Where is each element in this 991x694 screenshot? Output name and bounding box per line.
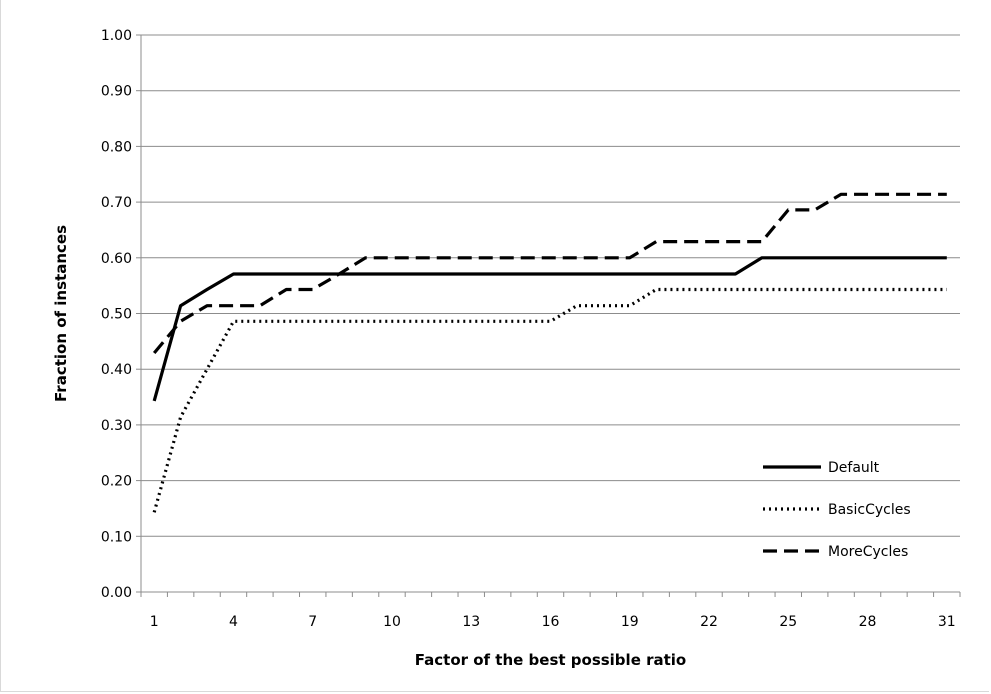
y-tick-label: 0.00 <box>101 585 132 601</box>
series-line-default <box>152 256 947 402</box>
y-tick-label: 0.40 <box>101 362 132 378</box>
x-tick-label: 10 <box>383 614 401 630</box>
y-tick-label: 1.00 <box>101 28 132 44</box>
x-tick-label: 13 <box>462 614 480 630</box>
y-tick-label: 0.10 <box>101 529 132 545</box>
y-axis-title: Fraction of instances <box>52 225 70 402</box>
y-tick-label: 0.60 <box>101 251 132 267</box>
series-lines <box>152 192 947 513</box>
x-tick-label: 28 <box>859 614 877 630</box>
x-tick-label: 22 <box>700 614 718 630</box>
x-tick-label: 25 <box>779 614 797 630</box>
x-tick-label: 7 <box>308 614 317 630</box>
y-tick-labels: 0.00 0.10 0.20 0.30 0.40 0.50 0.60 0.70 0.80 0.90… <box>101 28 132 601</box>
x-tick-label: 4 <box>229 614 238 630</box>
y-tick-label: 0.80 <box>101 139 132 155</box>
x-tick-label: 1 <box>150 614 159 630</box>
x-tick-labels: 1 4 7 10 13 16 19 22 25 28 31 <box>150 614 956 630</box>
legend: Default BasicCycles MoreCycles <box>763 460 911 560</box>
x-tick-label: 19 <box>621 614 639 630</box>
legend-label-basiccycles: BasicCycles <box>828 502 911 518</box>
series-line-basiccycles <box>152 287 947 513</box>
axes <box>136 34 961 597</box>
y-tick-label: 0.90 <box>101 84 132 100</box>
x-axis-title: Factor of the best possible ratio <box>415 651 686 669</box>
legend-label-default: Default <box>828 460 880 476</box>
x-tick-label: 16 <box>542 614 560 630</box>
legend-label-morecycles: MoreCycles <box>828 544 908 560</box>
y-tick-label: 0.20 <box>101 474 132 490</box>
x-tick-label: 31 <box>938 614 956 630</box>
series-line-morecycles <box>152 192 947 355</box>
y-tick-label: 0.70 <box>101 195 132 211</box>
y-tick-label: 0.30 <box>101 418 132 434</box>
y-tick-label: 0.50 <box>101 307 132 323</box>
